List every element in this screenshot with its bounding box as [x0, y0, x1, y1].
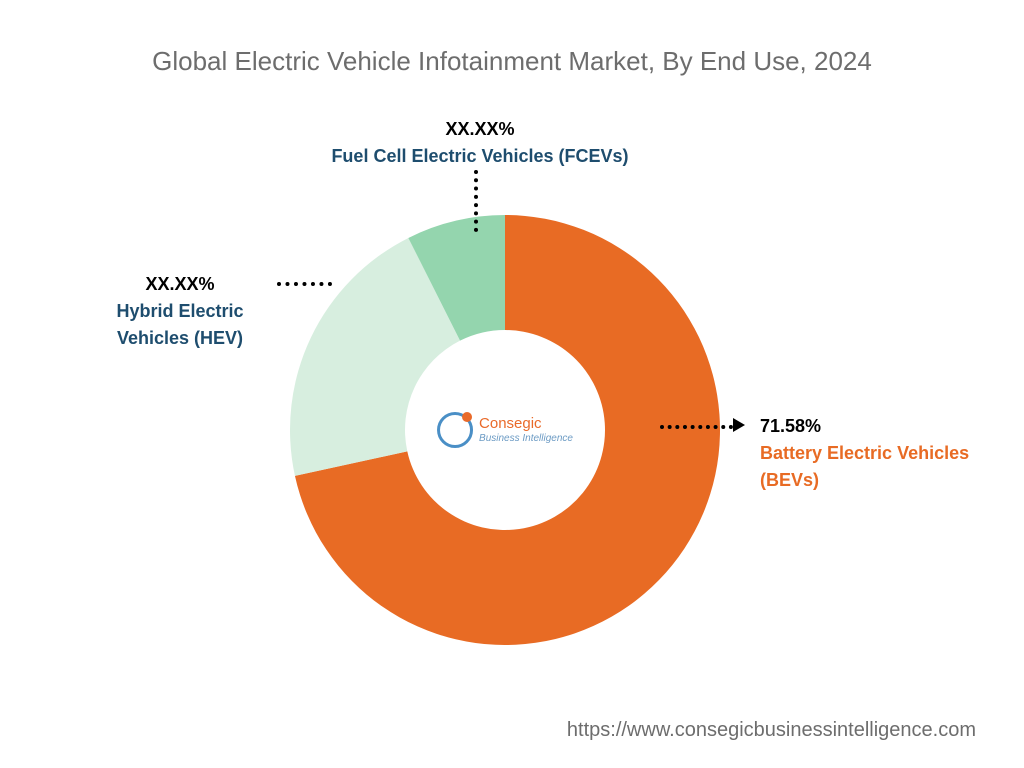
footer-url: https://www.consegicbusinessintelligence…	[567, 719, 976, 742]
logo-icon	[437, 412, 473, 448]
donut-chart: Consegic Business Intelligence	[290, 215, 720, 645]
hev-pct: XX.XX%	[145, 274, 214, 294]
logo-line2: Business Intelligence	[479, 433, 573, 444]
arrow-right-icon	[733, 418, 745, 432]
bev-leader-line	[660, 425, 733, 429]
label-fcev: XX.XX% Fuel Cell Electric Vehicles (FCEV…	[280, 116, 680, 170]
logo-line1: Consegic	[479, 416, 573, 433]
fcev-pct: XX.XX%	[445, 119, 514, 139]
label-bev: 71.58% Battery Electric Vehicles (BEVs)	[760, 413, 990, 494]
hev-name: Hybrid Electric Vehicles (HEV)	[90, 298, 270, 352]
fcev-name: Fuel Cell Electric Vehicles (FCEVs)	[280, 143, 680, 170]
label-hev: XX.XX% Hybrid Electric Vehicles (HEV)	[90, 271, 270, 352]
hev-leader-line	[277, 282, 332, 286]
center-logo: Consegic Business Intelligence	[437, 412, 573, 448]
logo-text: Consegic Business Intelligence	[479, 416, 573, 444]
bev-name: Battery Electric Vehicles (BEVs)	[760, 440, 990, 494]
page-title: Global Electric Vehicle Infotainment Mar…	[0, 46, 1024, 77]
bev-pct: 71.58%	[760, 416, 821, 436]
fcev-leader-line	[474, 170, 478, 232]
